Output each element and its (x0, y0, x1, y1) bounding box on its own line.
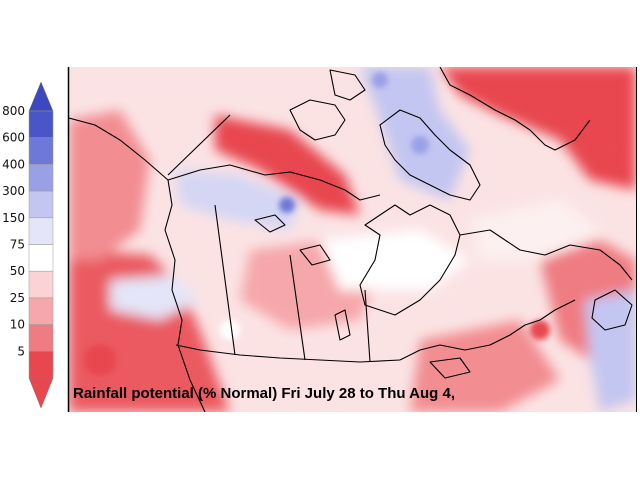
colorbar-tick-label: 400 (2, 157, 25, 171)
map-caption: Rainfall potential (% Normal) Fri July 2… (73, 385, 455, 402)
colorbar-bin (28, 110, 54, 138)
territorial-border-2 (214, 204, 236, 356)
colorbar-tick-label: 75 (10, 238, 25, 252)
canada-us-border-west (175, 344, 401, 363)
newfoundland (591, 289, 633, 331)
colorbar-tick-label: 25 (10, 291, 25, 305)
anomaly-spot (279, 197, 295, 213)
colorbar-legend: 800 600 400 300 150 75 50 25 10 5 (2, 81, 54, 409)
colorbar-bin (28, 217, 54, 245)
colorbar-tick-labels: 800 600 400 300 150 75 50 25 10 5 (2, 104, 25, 358)
anomaly-spot (84, 344, 116, 376)
anomaly-wet-prairies (110, 275, 200, 320)
colorbar-low-arrow (28, 377, 54, 409)
anomaly-near-normal-2 (470, 200, 600, 260)
hudson-strait-islands (379, 109, 481, 201)
hudson-bay-coast (359, 204, 461, 316)
colorbar-tick-label: 5 (17, 344, 25, 358)
colorbar-bins (28, 110, 54, 379)
colorbar-bin (28, 270, 54, 299)
anomaly-wet-east (585, 290, 636, 412)
map-boundaries (69, 67, 633, 412)
territorial-border-1 (167, 114, 231, 176)
anomaly-spot (530, 320, 550, 340)
lake-1 (254, 214, 286, 233)
anomaly-spot (220, 320, 240, 340)
lake-2 (299, 244, 331, 266)
colorbar-bin (28, 164, 54, 192)
territorial-border-3 (289, 254, 306, 361)
colorbar-bin (28, 351, 54, 379)
colorbar-tick-label: 600 (2, 131, 25, 145)
colorbar-tick-label: 50 (10, 264, 25, 278)
anomaly-spot (598, 148, 622, 172)
arctic-coastline (167, 164, 381, 201)
territorial-border-4 (364, 289, 371, 363)
great-lakes-shore (399, 299, 576, 361)
anomaly-low-northeast (440, 67, 636, 190)
colorbar-bin (28, 324, 54, 352)
arctic-island-1 (289, 99, 346, 141)
colorbar-bin (28, 190, 54, 219)
colorbar-tick-label: 10 (10, 318, 25, 332)
map-panel: Rainfall potential (% Normal) Fri July 2… (69, 67, 636, 412)
anomaly-spot (372, 72, 388, 88)
lake-4 (429, 357, 471, 379)
colorbar-tick-label: 150 (2, 211, 25, 225)
anomaly-wet-arctic (360, 67, 470, 200)
colorbar-bin (28, 137, 54, 165)
anomaly-low-greatlakes (410, 320, 560, 412)
precip-anomaly-spots (84, 72, 622, 376)
anomaly-near-normal-1 (320, 230, 470, 290)
colorbar-bin (28, 244, 54, 272)
greenland-coast (439, 67, 591, 151)
colorbar-tick-label: 300 (2, 184, 25, 198)
colorbar-tick-label: 800 (2, 104, 25, 118)
anomaly-low-northcentral (215, 115, 360, 215)
colorbar-bin (28, 297, 54, 325)
colorbar-high-arrow (28, 81, 54, 112)
labrador-coast (459, 229, 633, 281)
anomaly-wet-mackenzie (175, 170, 300, 230)
arctic-island-2 (329, 69, 366, 101)
anomaly-spot (411, 136, 429, 154)
lake-3 (334, 309, 351, 341)
